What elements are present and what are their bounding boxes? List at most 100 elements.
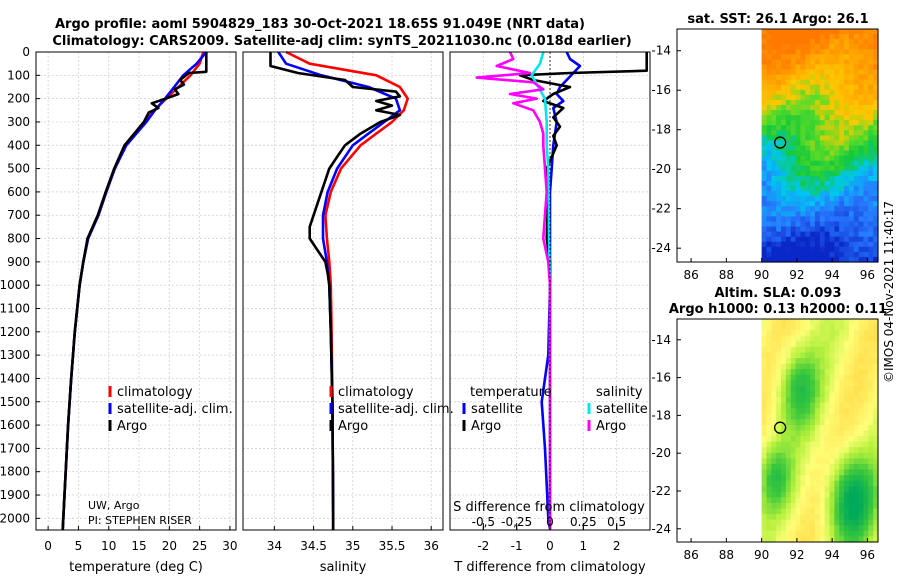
sst-cell bbox=[858, 34, 865, 40]
sla-cell bbox=[805, 424, 811, 432]
sla-cell bbox=[790, 452, 797, 459]
sst-cell bbox=[766, 236, 772, 243]
sla-cell bbox=[834, 330, 840, 337]
sst-cell bbox=[790, 84, 797, 91]
sla-cell bbox=[868, 430, 874, 437]
sst-cell bbox=[800, 191, 806, 197]
sst-cell bbox=[800, 110, 806, 116]
sst-cell bbox=[853, 94, 860, 101]
sla-cell bbox=[795, 385, 802, 393]
sst-cell bbox=[810, 236, 816, 243]
sst-cell bbox=[829, 59, 835, 66]
sla-cell bbox=[776, 408, 782, 415]
sst-cell bbox=[829, 39, 835, 45]
sst-cell bbox=[805, 64, 811, 71]
sst-cell bbox=[868, 211, 874, 218]
sst-cell bbox=[781, 165, 787, 172]
sla-cell bbox=[844, 447, 850, 454]
sla-cell bbox=[771, 502, 777, 510]
sla-cell bbox=[863, 358, 869, 365]
sst-cell bbox=[819, 130, 826, 136]
sla-cell bbox=[863, 491, 869, 498]
sst-cell bbox=[829, 29, 835, 35]
sla-cell bbox=[858, 475, 865, 482]
sst-cell bbox=[839, 236, 845, 243]
sla-cell bbox=[795, 424, 802, 432]
sla-cell bbox=[819, 402, 826, 409]
sst-cell bbox=[848, 206, 855, 212]
sst-cell bbox=[829, 180, 835, 187]
sst-cell bbox=[819, 54, 826, 60]
sst-cell bbox=[844, 221, 850, 228]
sla-field-cells bbox=[761, 319, 879, 543]
sla-cell bbox=[834, 324, 840, 331]
sst-cell bbox=[771, 69, 777, 76]
sla-cell bbox=[776, 469, 782, 476]
sst-cell bbox=[858, 99, 865, 106]
sst-cell bbox=[761, 79, 768, 86]
sla-cell bbox=[819, 358, 826, 365]
sst-cell bbox=[810, 175, 816, 182]
sst-cell bbox=[814, 191, 821, 197]
sla-cell bbox=[829, 374, 835, 381]
sst-cell bbox=[839, 34, 845, 40]
sst-cell bbox=[790, 34, 797, 40]
sst-cell bbox=[868, 196, 874, 202]
sla-cell bbox=[824, 319, 831, 326]
map-y-tick-label: -14 bbox=[651, 44, 671, 58]
sst-cell bbox=[839, 94, 845, 101]
sla-cell bbox=[848, 413, 855, 420]
sla-cell bbox=[785, 341, 792, 348]
sla-cell bbox=[844, 319, 850, 326]
sst-cell bbox=[858, 125, 865, 131]
sst-cell bbox=[868, 246, 874, 253]
sst-cell bbox=[824, 186, 831, 192]
sst-cell bbox=[834, 120, 840, 126]
sst-cell bbox=[790, 54, 797, 60]
sst-cell bbox=[844, 49, 850, 55]
sst-cell bbox=[853, 130, 860, 136]
sla-cell bbox=[873, 369, 879, 376]
sla-cell bbox=[853, 385, 860, 393]
sst-cell bbox=[848, 130, 855, 136]
sst-cell bbox=[819, 256, 826, 263]
sst-cell bbox=[858, 165, 865, 172]
sla-cell bbox=[814, 475, 821, 482]
sst-cell bbox=[810, 64, 816, 71]
sst-cell bbox=[781, 221, 787, 228]
sla-cell bbox=[858, 335, 865, 342]
sla-cell bbox=[810, 508, 816, 515]
sst-cell bbox=[839, 201, 845, 207]
sla-cell bbox=[819, 391, 826, 398]
sla-cell bbox=[853, 536, 860, 543]
sst-cell bbox=[795, 130, 802, 136]
sst-cell bbox=[824, 211, 831, 218]
sst-cell bbox=[781, 175, 787, 182]
sla-cell bbox=[781, 363, 787, 370]
sla-cell bbox=[868, 469, 874, 476]
sst-cell bbox=[834, 145, 840, 152]
sst-cell bbox=[814, 34, 821, 40]
sst-cell bbox=[761, 180, 768, 187]
sla-cell bbox=[771, 452, 777, 459]
sla-cell bbox=[761, 369, 768, 376]
sst-cell bbox=[873, 145, 879, 152]
sst-cell bbox=[863, 64, 869, 71]
sst-cell bbox=[781, 89, 787, 96]
map-x-tick-label: 88 bbox=[719, 548, 734, 562]
sla-cell bbox=[858, 324, 865, 331]
sst-cell bbox=[819, 74, 826, 81]
sla-cell bbox=[781, 469, 787, 476]
sla-cell bbox=[834, 335, 840, 342]
sla-cell bbox=[863, 486, 869, 493]
sla-cell bbox=[814, 419, 821, 426]
sst-cell bbox=[771, 160, 777, 167]
sst-cell bbox=[844, 216, 850, 223]
sla-cell bbox=[761, 441, 768, 448]
sst-cell bbox=[863, 221, 869, 228]
sla-cell bbox=[829, 330, 835, 337]
sst-cell bbox=[771, 206, 777, 212]
sla-cell bbox=[800, 480, 806, 487]
sla-cell bbox=[839, 402, 845, 409]
sst-cell bbox=[844, 34, 850, 40]
